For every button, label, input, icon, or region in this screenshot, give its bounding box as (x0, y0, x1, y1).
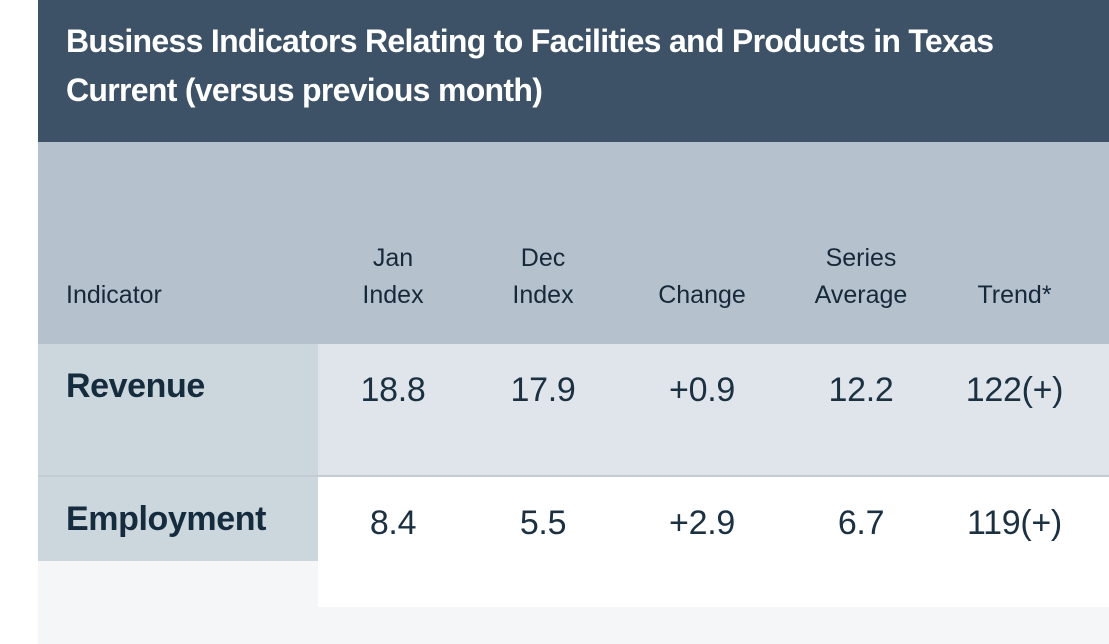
col-header-dec-index-line1: Dec (520, 244, 566, 272)
row-divider (38, 475, 1109, 477)
row-employment-jan-index: 8.4 (318, 477, 468, 607)
row-revenue-series-average: 12.2 (786, 344, 936, 475)
col-header-series-average: Series Average (786, 240, 936, 314)
table-row-revenue: Revenue 18.8 17.9 +0.9 12.2 122(+) (38, 344, 1109, 475)
row-employment-label: Employment (38, 477, 318, 607)
col-header-dec-index-line2: Index (512, 281, 574, 309)
row-revenue-trend: 122(+) (936, 344, 1109, 475)
row-revenue-dec-index: 17.9 (468, 344, 618, 475)
row-employment-series-average: 6.7 (786, 477, 936, 607)
col-header-dec-index: Dec Index (468, 240, 618, 314)
col-header-series-average-line1: Series (825, 244, 897, 272)
table-row-employment: Employment 8.4 5.5 +2.9 6.7 119(+) (38, 477, 1109, 607)
col-header-jan-index: Jan Index (318, 240, 468, 314)
business-indicators-table: Business Indicators Relating to Faciliti… (38, 0, 1109, 644)
row-revenue-label: Revenue (38, 344, 318, 475)
next-row-partial (38, 607, 1109, 644)
row-employment-trend: 119(+) (936, 477, 1109, 607)
table-title-line2: Current (versus previous month) (66, 72, 543, 108)
col-header-indicator: Indicator (66, 281, 162, 309)
col-header-jan-index-line1: Jan (372, 244, 414, 272)
table-title-band: Business Indicators Relating to Faciliti… (38, 0, 1109, 142)
row-revenue-jan-index: 18.8 (318, 344, 468, 475)
col-header-jan-index-line2: Index (362, 281, 424, 309)
table-title-line1: Business Indicators Relating to Faciliti… (66, 23, 994, 59)
col-header-trend: Trend* (977, 281, 1052, 309)
col-header-series-average-line2: Average (814, 281, 908, 309)
table-header-row: Indicator Jan Index Dec Index Change Ser… (38, 142, 1109, 344)
row-employment-change: +2.9 (618, 477, 786, 607)
row-revenue-change: +0.9 (618, 344, 786, 475)
col-header-change: Change (658, 281, 746, 309)
row-employment-dec-index: 5.5 (468, 477, 618, 607)
left-gutter (0, 0, 38, 644)
